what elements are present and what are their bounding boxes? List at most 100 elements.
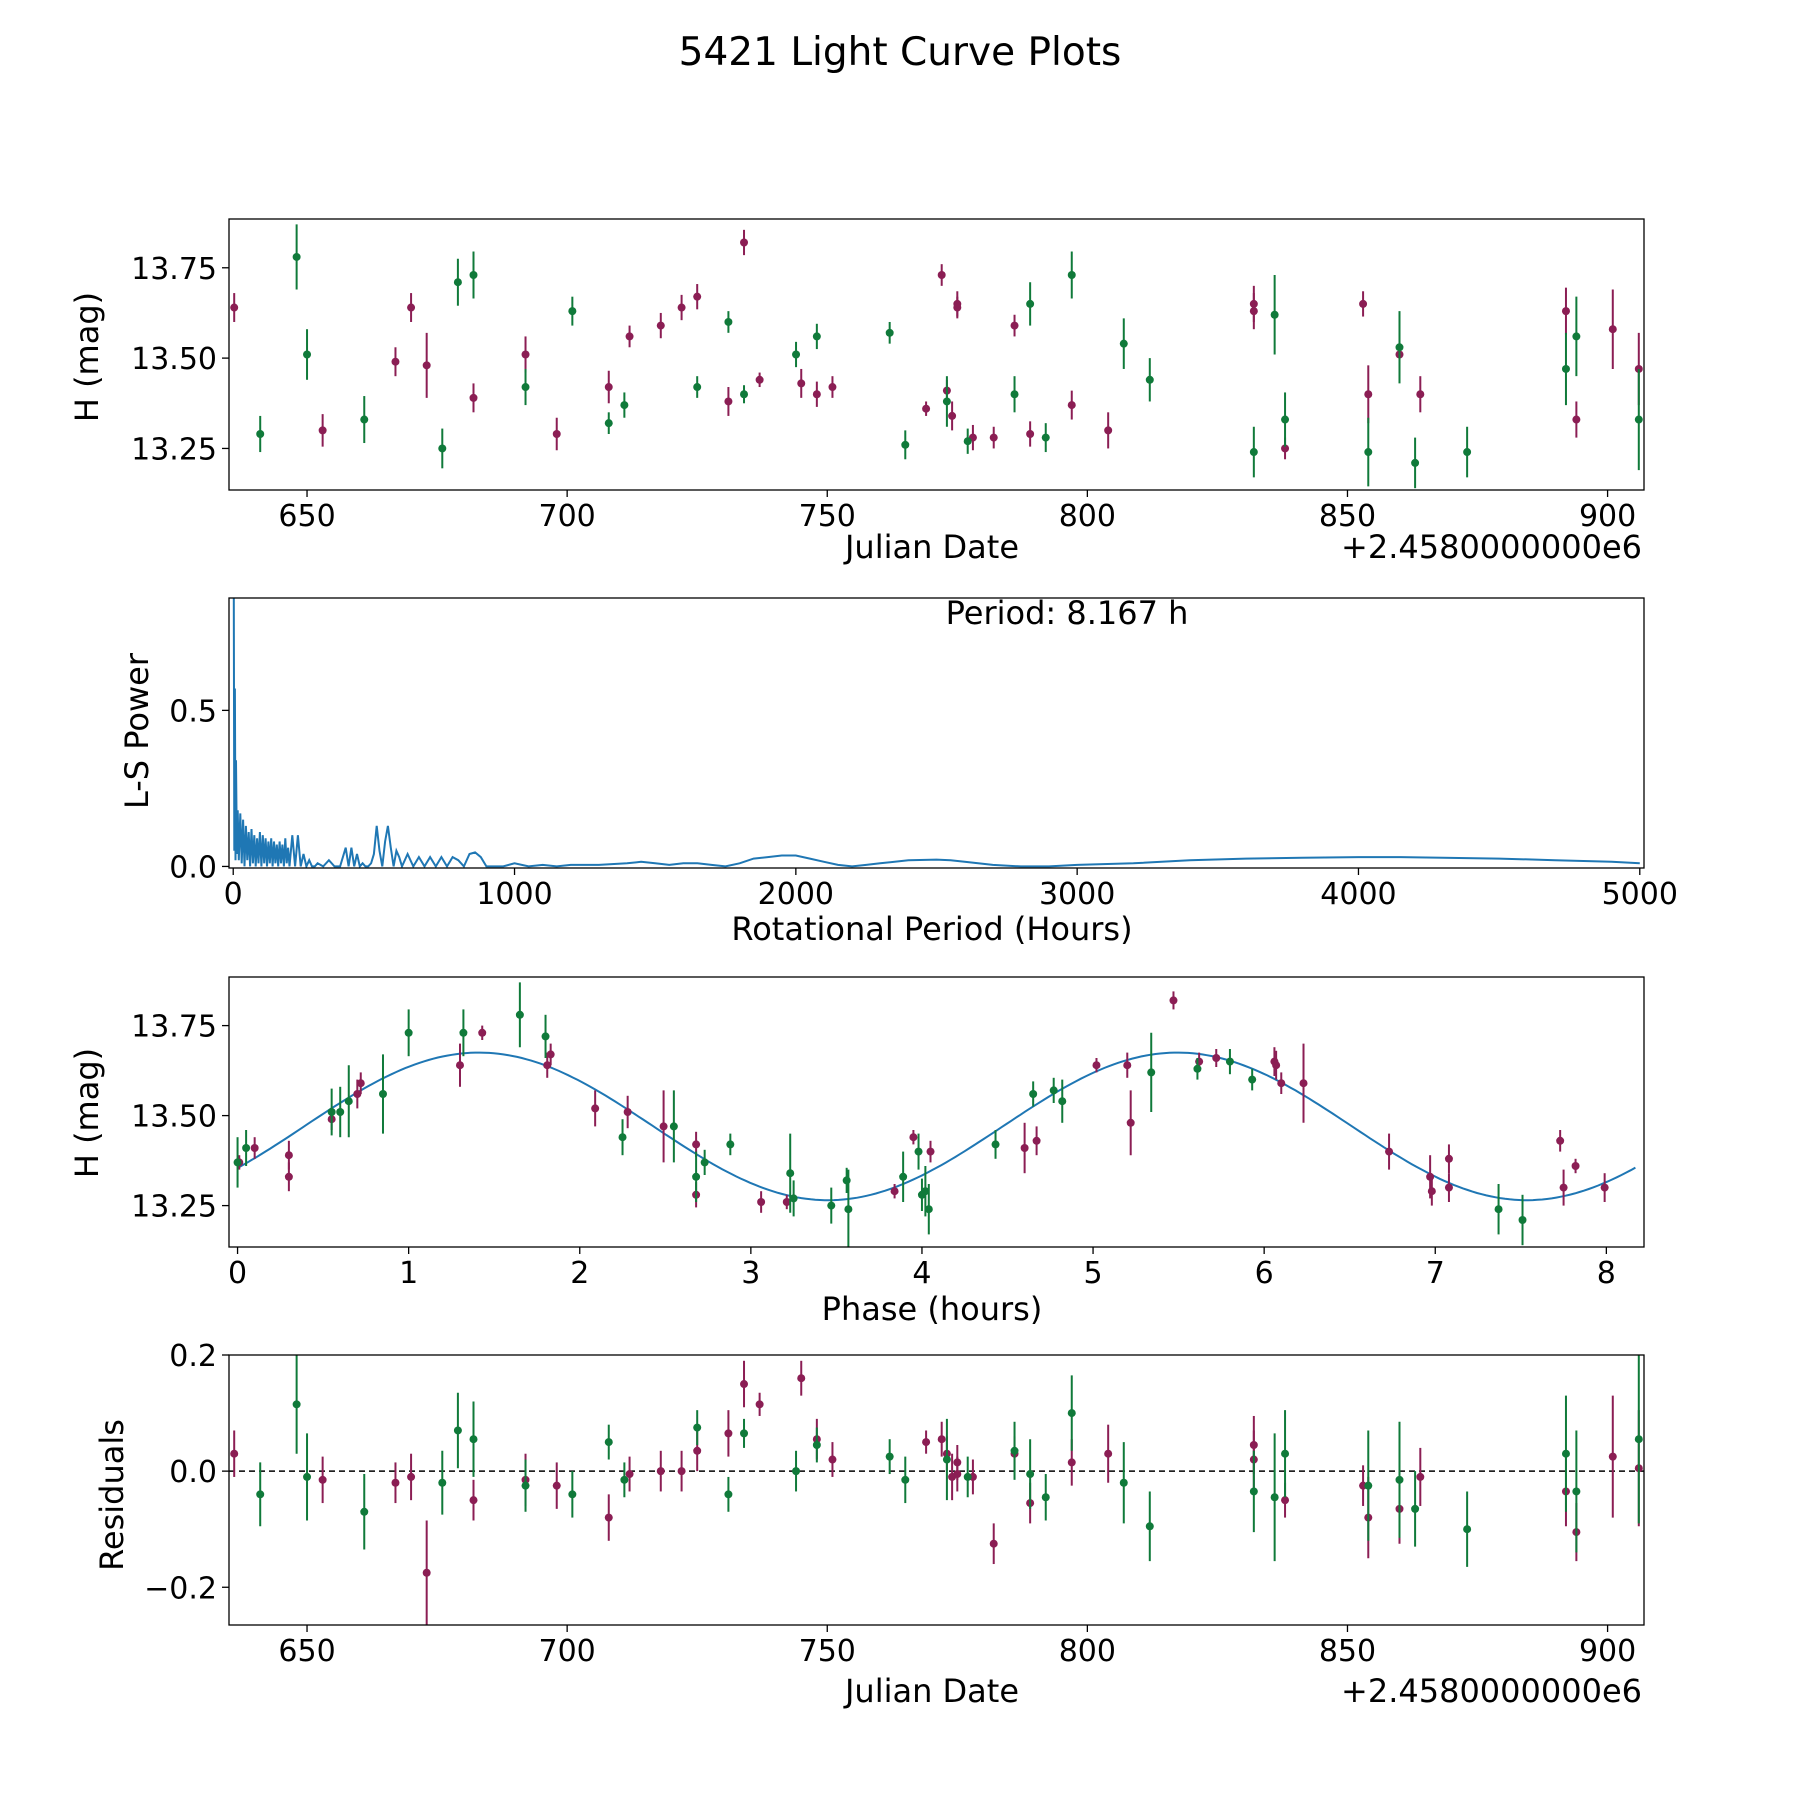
lightcurve-point — [604, 419, 613, 428]
lightcurve-point — [360, 415, 369, 424]
lightcurve-point — [1270, 310, 1279, 319]
periodogram-plot-area — [232, 598, 1640, 868]
lightcurve-point — [568, 307, 577, 316]
lightcurve-point — [885, 328, 894, 337]
phased-point — [1556, 1136, 1565, 1145]
phased-point — [242, 1144, 251, 1152]
residuals-point — [1608, 1452, 1617, 1461]
residuals-point — [656, 1467, 665, 1476]
phased-xtick-label: 0 — [228, 1256, 247, 1291]
residuals-point — [885, 1452, 894, 1461]
panel-lightcurve: H (mag) Julian Date +2.4580000000e6 650 7… — [68, 218, 1645, 566]
phased-point — [1029, 1090, 1038, 1098]
lightcurve-point — [1416, 390, 1425, 399]
residuals-point — [292, 1400, 301, 1409]
phased-point — [909, 1133, 918, 1142]
residuals-ytick-label: 0.2 — [169, 1339, 217, 1374]
residuals-point — [1395, 1475, 1404, 1484]
residuals-point — [1041, 1493, 1050, 1502]
phased-xtick-label: 5 — [1084, 1256, 1103, 1291]
lightcurve-point — [407, 303, 416, 312]
phased-point — [1032, 1136, 1041, 1145]
residuals-point — [1270, 1493, 1279, 1502]
residuals-point — [922, 1438, 931, 1447]
phased-point — [1571, 1162, 1580, 1170]
phased-point — [1049, 1086, 1058, 1095]
lightcurve-point — [797, 379, 806, 388]
residuals-point — [901, 1475, 910, 1484]
phased-point — [1248, 1075, 1257, 1084]
residuals-point — [937, 1435, 946, 1444]
lightcurve-point — [740, 390, 749, 399]
residuals-point — [693, 1423, 702, 1432]
lightcurve-xtick-label: 700 — [539, 499, 596, 534]
lightcurve-point — [469, 393, 478, 402]
residuals-point — [1010, 1446, 1019, 1455]
residuals-point — [812, 1441, 821, 1449]
phased-xtick-label: 6 — [1255, 1256, 1274, 1291]
phased-point — [669, 1122, 678, 1131]
residuals-point — [1067, 1458, 1076, 1467]
phased-point — [1092, 1061, 1101, 1070]
phased-point — [782, 1198, 791, 1206]
phased-xtick-label: 1 — [399, 1256, 418, 1291]
lightcurve-point — [1561, 307, 1570, 316]
phased-point — [1195, 1057, 1204, 1066]
periodogram-xtick-label: 4000 — [1320, 877, 1396, 912]
phased-point — [455, 1061, 464, 1070]
phased-point — [786, 1169, 795, 1178]
phased-point — [1600, 1183, 1609, 1192]
phased-xtick-label: 2 — [570, 1256, 589, 1291]
lightcurve-point — [521, 383, 530, 392]
lightcurve-point — [1281, 415, 1290, 424]
lightcurve-point — [1067, 401, 1076, 410]
lightcurve-point — [937, 271, 946, 280]
lightcurve-point — [953, 303, 962, 312]
phased-point — [353, 1090, 362, 1098]
phased-point — [1169, 996, 1178, 1005]
phased-point — [1426, 1172, 1435, 1181]
panel-periodogram: L-S Power Rotational Period (Hours) Peri… — [118, 594, 1678, 948]
residuals-point — [693, 1446, 702, 1455]
residuals-ytick-label: 0.0 — [169, 1455, 217, 1490]
residuals-point — [953, 1470, 962, 1479]
residuals-point — [256, 1490, 265, 1499]
lightcurve-point — [792, 350, 801, 359]
phased-ylabel: H (mag) — [68, 1048, 106, 1178]
residuals-point — [1416, 1472, 1425, 1481]
lightcurve-point — [740, 238, 749, 247]
phased-point — [233, 1158, 242, 1167]
lightcurve-point — [469, 271, 478, 280]
phased-point — [1212, 1054, 1221, 1062]
periodogram-frame — [228, 597, 1645, 869]
lightcurve-point — [942, 397, 951, 406]
lightcurve-xtick-label: 650 — [278, 499, 335, 534]
phased-point — [327, 1108, 336, 1116]
lightcurve-plot-area — [230, 224, 1643, 489]
phased-frame — [228, 976, 1645, 1248]
phased-point — [378, 1090, 387, 1098]
lightcurve-point — [391, 357, 400, 366]
residuals-point — [604, 1513, 613, 1522]
phased-point — [356, 1079, 365, 1088]
residuals-point — [1364, 1481, 1373, 1490]
phased-point — [789, 1194, 798, 1203]
residuals-point — [1026, 1470, 1035, 1479]
lightcurve-point — [438, 444, 447, 453]
residuals-point — [407, 1472, 416, 1481]
phased-point — [924, 1205, 933, 1214]
lightcurve-point — [256, 429, 265, 438]
residuals-point — [989, 1539, 998, 1548]
figure-title: 5421 Light Curve Plots — [679, 30, 1122, 75]
phased-xtick-label: 8 — [1597, 1256, 1616, 1291]
lightcurve-frame — [228, 218, 1645, 491]
lightcurve-point — [604, 383, 613, 392]
lightcurve-point — [1572, 332, 1581, 341]
phased-point — [1444, 1154, 1453, 1163]
periodogram-ytick-label: 0.5 — [169, 694, 217, 729]
periodogram-xlabel: Rotational Period (Hours) — [731, 910, 1132, 948]
residuals-point — [318, 1475, 327, 1484]
lightcurve-point — [1249, 448, 1258, 457]
phased-point — [659, 1122, 668, 1131]
residuals-point — [303, 1472, 312, 1481]
